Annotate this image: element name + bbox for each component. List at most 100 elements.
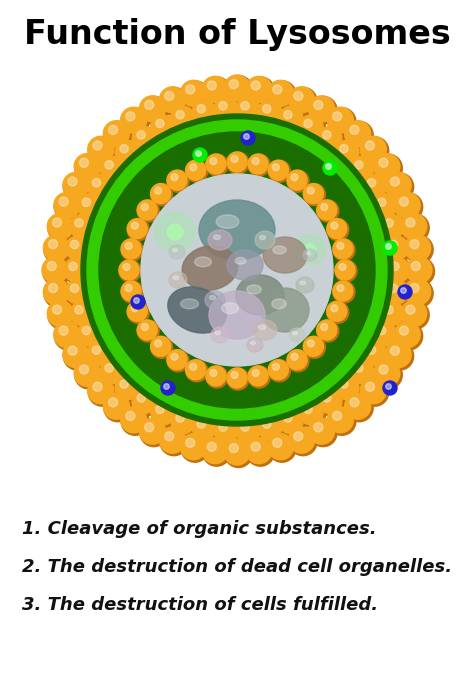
Circle shape	[43, 235, 69, 261]
Circle shape	[326, 160, 350, 184]
Circle shape	[345, 393, 371, 419]
Circle shape	[304, 167, 311, 174]
Circle shape	[202, 438, 230, 466]
Circle shape	[112, 286, 119, 293]
Circle shape	[246, 77, 272, 103]
Circle shape	[104, 121, 132, 149]
Circle shape	[63, 172, 89, 198]
Ellipse shape	[169, 272, 187, 288]
Circle shape	[47, 300, 73, 326]
Circle shape	[87, 174, 111, 198]
Circle shape	[112, 176, 134, 198]
Circle shape	[365, 141, 374, 150]
Circle shape	[317, 320, 337, 340]
Circle shape	[295, 235, 325, 265]
Circle shape	[172, 410, 198, 436]
Text: 2. The destruction of dead cell organelles.: 2. The destruction of dead cell organell…	[22, 558, 452, 576]
Circle shape	[330, 197, 352, 219]
Circle shape	[87, 237, 109, 259]
Circle shape	[116, 345, 124, 354]
Circle shape	[361, 137, 389, 165]
Circle shape	[85, 259, 109, 283]
Circle shape	[350, 398, 359, 407]
Circle shape	[317, 179, 339, 201]
Circle shape	[374, 361, 402, 389]
Circle shape	[101, 196, 125, 220]
Circle shape	[182, 393, 204, 415]
Circle shape	[112, 343, 137, 367]
Circle shape	[304, 360, 311, 367]
Circle shape	[373, 322, 397, 346]
Circle shape	[386, 259, 412, 285]
Circle shape	[372, 263, 379, 271]
Circle shape	[48, 214, 76, 242]
Circle shape	[121, 107, 149, 135]
Circle shape	[77, 322, 101, 346]
Circle shape	[47, 261, 56, 271]
Circle shape	[202, 438, 228, 464]
Circle shape	[206, 366, 226, 386]
Text: 3. The destruction of cells fulfilled.: 3. The destruction of cells fulfilled.	[22, 596, 378, 614]
Circle shape	[144, 146, 168, 170]
Circle shape	[367, 179, 376, 187]
Circle shape	[93, 382, 102, 391]
Circle shape	[64, 258, 88, 282]
Circle shape	[194, 144, 214, 163]
Circle shape	[252, 157, 259, 165]
Circle shape	[330, 324, 350, 343]
Circle shape	[202, 77, 230, 105]
Circle shape	[196, 150, 201, 157]
Circle shape	[66, 237, 92, 263]
Circle shape	[339, 263, 346, 270]
Circle shape	[385, 280, 411, 306]
Circle shape	[202, 77, 228, 103]
Circle shape	[151, 116, 177, 142]
Circle shape	[82, 198, 91, 207]
Circle shape	[109, 282, 130, 305]
Circle shape	[323, 394, 331, 402]
Circle shape	[258, 416, 284, 442]
Circle shape	[253, 124, 260, 131]
Circle shape	[171, 174, 178, 181]
Circle shape	[137, 394, 146, 402]
Circle shape	[145, 101, 154, 109]
Circle shape	[279, 410, 305, 436]
Circle shape	[100, 157, 127, 183]
Circle shape	[127, 302, 149, 324]
Circle shape	[336, 376, 361, 402]
Circle shape	[365, 281, 387, 303]
Circle shape	[411, 261, 420, 271]
Circle shape	[53, 305, 62, 314]
Circle shape	[171, 354, 178, 360]
Circle shape	[209, 402, 216, 410]
Circle shape	[290, 133, 312, 155]
Circle shape	[363, 174, 387, 198]
Circle shape	[141, 204, 148, 211]
Circle shape	[321, 204, 328, 211]
Ellipse shape	[273, 246, 286, 254]
Circle shape	[187, 129, 194, 136]
Circle shape	[139, 418, 165, 444]
Circle shape	[321, 324, 328, 330]
Circle shape	[326, 359, 350, 383]
Circle shape	[207, 443, 216, 451]
Circle shape	[87, 282, 111, 306]
Circle shape	[367, 346, 376, 354]
Text: Function of Lysosomes: Function of Lysosomes	[24, 18, 450, 51]
Circle shape	[227, 401, 250, 425]
Circle shape	[261, 144, 283, 166]
Circle shape	[75, 219, 83, 227]
Circle shape	[289, 428, 317, 456]
Circle shape	[273, 438, 282, 447]
Circle shape	[310, 146, 333, 170]
Circle shape	[383, 381, 397, 395]
Circle shape	[328, 407, 356, 435]
Circle shape	[346, 238, 366, 258]
Circle shape	[313, 149, 321, 157]
Circle shape	[287, 350, 307, 370]
Circle shape	[190, 163, 197, 171]
Circle shape	[154, 163, 174, 183]
Circle shape	[365, 306, 372, 314]
Circle shape	[264, 147, 271, 154]
Circle shape	[400, 197, 409, 206]
